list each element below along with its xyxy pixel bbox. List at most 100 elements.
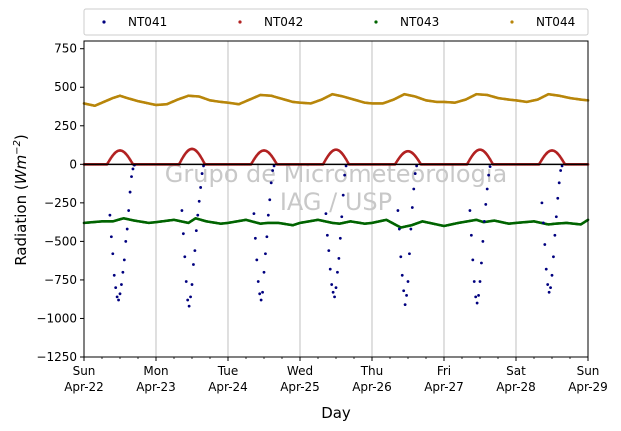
nt041-point [487, 173, 491, 177]
x-axis: Sun Apr-22 Mon Apr-23 Tue Apr-24 Wed Apr-25 Thu A… [64, 357, 608, 394]
nt041-point [183, 255, 187, 259]
nt041-point [117, 298, 120, 302]
nt041-point [202, 164, 205, 168]
nt041-point [131, 167, 135, 171]
nt041-point [337, 256, 341, 260]
nt041-point [255, 258, 259, 262]
nt041-point [546, 283, 550, 286]
nt041-point [397, 227, 401, 231]
nt041-point [552, 255, 555, 259]
nt041-point [468, 209, 472, 212]
nt041-point [485, 187, 489, 191]
nt041-point [344, 164, 348, 168]
x-axis-title: Day [321, 404, 351, 422]
nt041-point [331, 290, 335, 294]
y-tick-label: −500 [44, 234, 77, 248]
nt041-point [544, 267, 548, 271]
nt041-point [256, 280, 260, 283]
nt041-point [328, 267, 332, 271]
x-tick-label: Sun [577, 364, 600, 378]
y-axis: −1250 −1000 −750 −500 −250 0 250 500 750 [36, 42, 84, 364]
nt041-point [480, 261, 483, 265]
nt041-point [192, 263, 195, 266]
nt041-point [197, 199, 201, 203]
legend-label-nt042: NT042 [264, 15, 303, 29]
nt041-point [121, 270, 125, 274]
nt041-point [412, 187, 416, 191]
nt041-point [415, 164, 419, 168]
nt041-point [333, 295, 336, 299]
nt041-point [478, 280, 482, 283]
nt041-point [181, 232, 185, 236]
nt041-point [559, 169, 563, 172]
nt041-point [408, 252, 411, 256]
nt041-point [108, 213, 112, 217]
nt041-point [109, 235, 113, 239]
nt041-point [556, 196, 560, 200]
nt041-point [327, 249, 331, 253]
nt041-point [343, 173, 347, 177]
nt041-point [553, 233, 557, 237]
nt041-point [338, 236, 342, 240]
nt041-point [180, 209, 184, 212]
nt041-point [184, 280, 188, 283]
nt041-point [265, 235, 269, 239]
x-tick-label: Thu [360, 364, 384, 378]
nt041-point [550, 273, 554, 277]
nt041-point [336, 270, 339, 274]
x-tick-label: Sun [73, 364, 96, 378]
nt041-point [122, 258, 126, 262]
nt041-point [115, 295, 119, 299]
x-tick-label: Sat [506, 364, 526, 378]
y-axis-title-exponent: −2 [12, 140, 23, 155]
nt041-point [253, 236, 257, 240]
legend-marker-nt044 [510, 20, 514, 24]
nt041-point [114, 286, 118, 290]
nt041-point [469, 233, 473, 237]
y-axis-title-text: Radiation ( [12, 184, 30, 266]
nt041-point [557, 181, 561, 185]
nt041-point [325, 233, 329, 237]
legend-label-nt043: NT043 [400, 15, 439, 29]
nt041-point [547, 290, 551, 294]
nt041-point [477, 293, 480, 297]
nt041-point [125, 227, 129, 231]
nt041-point [118, 292, 122, 296]
nt041-point [396, 209, 400, 212]
legend-marker-nt042 [238, 20, 242, 24]
watermark-line-2: IAG / USP [280, 188, 392, 216]
nt041-point [541, 221, 545, 225]
legend-marker-nt043 [374, 20, 378, 24]
nt041-point [410, 206, 414, 209]
nt041-point [190, 283, 194, 286]
y-tick-label: −250 [44, 196, 77, 210]
nt041-point [264, 252, 267, 256]
nt041-point [252, 212, 256, 216]
y-axis-title-unit: Wm [12, 155, 30, 184]
nt041-point [112, 273, 116, 277]
nt041-point [189, 295, 192, 299]
nt041-point [194, 229, 198, 233]
nt041-point [409, 227, 413, 231]
y-tick-label: −1000 [36, 311, 77, 325]
x-tick-label: Apr-26 [352, 380, 392, 394]
x-tick-label: Apr-28 [496, 380, 536, 394]
nt041-point [196, 213, 200, 217]
nt041-point [199, 186, 203, 189]
nt041-point [341, 193, 345, 197]
x-tick-label: Apr-24 [208, 380, 248, 394]
nt041-point [268, 198, 272, 202]
nt041-point [474, 295, 478, 299]
x-tick-label: Apr-29 [568, 380, 608, 394]
y-tick-label: −1250 [36, 350, 77, 364]
nt041-point [543, 243, 547, 246]
y-tick-label: −750 [44, 273, 77, 287]
nt041-point [405, 293, 408, 297]
nt041-point [262, 270, 266, 274]
nt041-point [272, 164, 276, 168]
nt041-point [484, 202, 488, 206]
nt041-point [330, 283, 334, 286]
nt041-point [111, 252, 115, 256]
nt041-point [124, 239, 128, 243]
